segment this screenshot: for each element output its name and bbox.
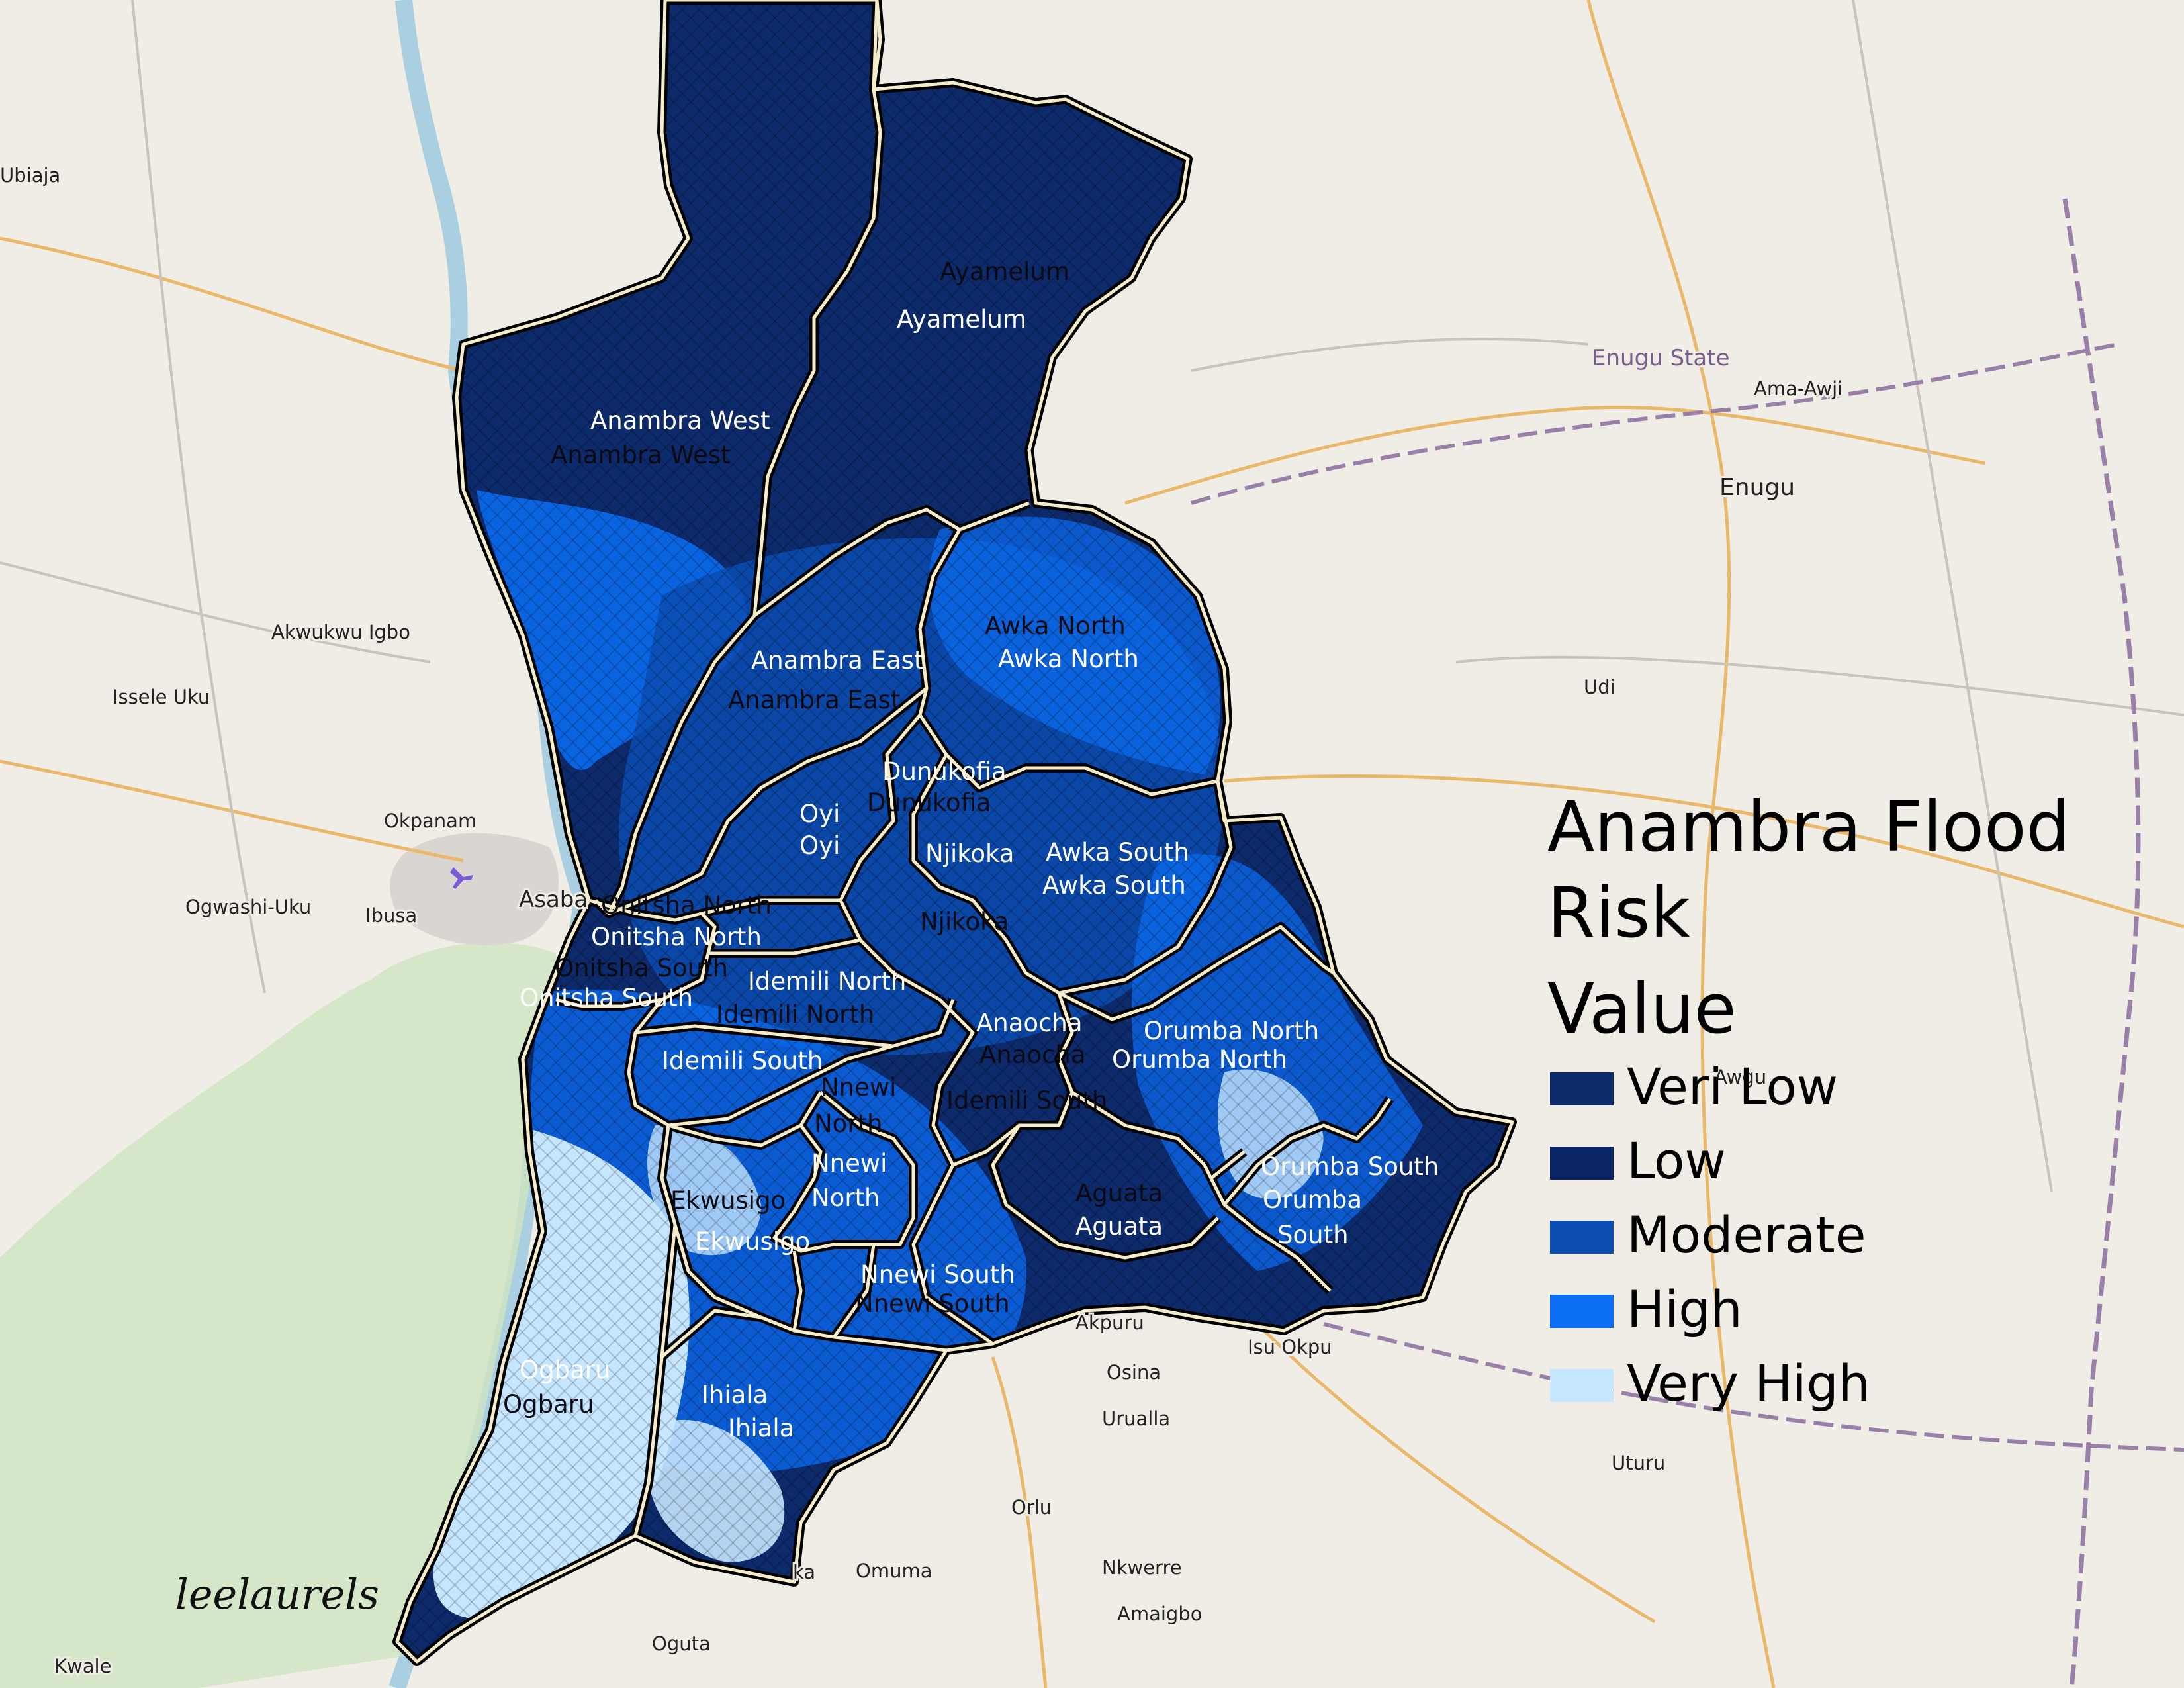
lga-label-awka-north: Awka North [985,612,1126,640]
lga-label-njikoka: Njikoka [920,908,1009,936]
lga-label-nnewi-south: Nnewi South [855,1289,1010,1318]
place-okpanam: Okpanam [384,810,477,832]
lga-label-awka-north: Awka North [998,645,1139,673]
legend-label: High [1627,1280,1743,1338]
lga-label-ihiala: Ihiala [728,1414,794,1442]
place-asaba: Asaba [519,886,588,913]
legend-swatch [1550,1147,1614,1180]
place-awgu: Awgu [1714,1066,1766,1088]
lga-label-idemili-south: Idemili South [662,1047,823,1075]
lga-label-dunukofia: Dunukofia [867,788,991,817]
lga-label-aguata: Aguata [1075,1179,1163,1207]
lga-label-awka-south: Awka South [1046,838,1189,867]
lga-label-ayamelum: Ayamelum [897,305,1026,334]
lga-label-anambra-west: Anambra West [590,406,770,435]
lga-label-anaocha: Anaocha [979,1041,1086,1069]
place-udi: Udi [1584,676,1615,698]
place-kwale: Kwale [54,1655,111,1677]
lga-label-ekwusigo: Ekwusigo [670,1186,786,1215]
state-boundary-east [2062,198,2141,1688]
lga-label-onitsha-south: Onitsha South [520,984,693,1012]
lga-label-aguata: Aguata [1075,1212,1163,1241]
niger-river [388,0,592,1688]
state-boundary-north [1191,342,2118,505]
lga-label-nnewi-north: Nnewi [811,1149,887,1178]
legend-title-line-3: Value [1547,968,1737,1049]
legend-swatch [1550,1072,1614,1105]
state-boundary-south [1323,1322,2184,1452]
lga-label-nnewi-south: Nnewi South [860,1260,1015,1289]
lga-label-oyi: Oyi [799,800,840,828]
lga-label-onitsha-south: Onitsha South [555,954,728,982]
lga-label-ihiala: Ihiala [702,1381,768,1409]
place-enugu-state: Enugu State [1592,345,1730,371]
legend-label: Very High [1627,1354,1870,1413]
lga-label-anaocha: Anaocha [976,1009,1083,1037]
legend-swatch [1550,1221,1614,1254]
lga-label-onitsha-north: Onitsha North [601,891,772,919]
place-labels: Ubiaja Akwukwu Igbo Issele Uku Okpanam O… [0,162,1844,1679]
lga-label-oyi: Oyi [799,831,840,860]
place-omuma: Omuma [856,1560,932,1582]
place-issele-uku: Issele Uku [113,686,210,708]
lga-label-nnewi-north: North [814,1109,882,1138]
place-ka: ka [793,1561,815,1583]
place-osina: Osina [1107,1361,1161,1383]
place-uturu: Uturu [1612,1452,1665,1474]
legend: Anambra Flood Risk Value Veri Low Low Mode… [1547,786,2070,1413]
lga-label-ayamelum: Ayamelum [940,258,1069,286]
lga-label-anambra-east: Anambra East [751,646,923,675]
road-6 [131,0,2053,1192]
place-urualla: Urualla [1102,1407,1170,1430]
road-1 [0,236,1986,505]
lga-label-anambra-west: Anambra West [551,441,731,469]
lga-label-nnewi-north: Nnewi [821,1073,896,1102]
place-orlu: Orlu [1011,1496,1052,1519]
lga-label-idemili-north: Idemili North [748,967,906,996]
lga-label-orumba-south: South [1277,1221,1349,1249]
lga-label-awka-south: Awka South [1042,871,1186,900]
airport-icon [450,867,473,889]
lga-label-ogbaru: Ogbaru [503,1390,594,1419]
legend-label: Low [1627,1131,1726,1190]
legend-label: Moderate [1627,1205,1866,1264]
signature: leelaurels [175,1570,379,1618]
lga-label-onitsha-north: Onitsha North [591,923,762,951]
lga-label-orumba-south: Orumba [1263,1186,1362,1214]
lga-label-njikoka: Njikoka [925,839,1014,868]
place-oguta: Oguta [652,1632,711,1655]
place-ubiaja: Ubiaja [0,164,60,187]
lga-label-dunukofia: Dunukofia [882,757,1007,786]
legend-swatch [1550,1369,1614,1402]
place-nkwerre: Nkwerre [1102,1556,1182,1579]
lga-label-ekwusigo: Ekwusigo [695,1227,810,1256]
place-isu-okpu: Isu Okpu [1248,1336,1332,1358]
place-akwukwu-igbo: Akwukwu Igbo [271,621,410,643]
legend-label: Veri Low [1627,1057,1838,1116]
place-ama-awji: Ama-Awji [1754,377,1843,400]
lga-label-ogbaru: Ogbaru [520,1356,610,1384]
urban-area-asaba [390,833,559,945]
place-amaigbo: Amaigbo [1117,1603,1202,1625]
legend-title-line-2: Risk [1547,872,1690,953]
place-ibusa: Ibusa [365,904,417,927]
lga-label-idemili-south: Idemili South [946,1086,1107,1115]
legend-title-line-1: Anambra Flood [1547,786,2070,867]
lga-label-anambra-east: Anambra East [728,686,900,714]
place-enugu: Enugu [1719,474,1795,501]
road-4 [991,1323,1656,1688]
lga-labels: Ayamelum Ayamelum Anambra West Anambra W… [503,258,1439,1442]
place-akpuru: Akpuru [1075,1311,1144,1334]
lga-label-nnewi-north: North [811,1184,880,1212]
lga-label-orumba-south: Orumba South [1261,1152,1439,1181]
lga-label-idemili-north: Idemili North [716,1000,874,1029]
lga-label-orumba-north: Orumba North [1144,1017,1319,1045]
lga-label-orumba-north: Orumba North [1112,1045,1287,1074]
place-ogwashi-uku: Ogwashi-Uku [185,896,311,918]
road-3 [1586,0,1776,1688]
vegetation-area [0,942,556,1688]
legend-swatch [1550,1295,1614,1328]
